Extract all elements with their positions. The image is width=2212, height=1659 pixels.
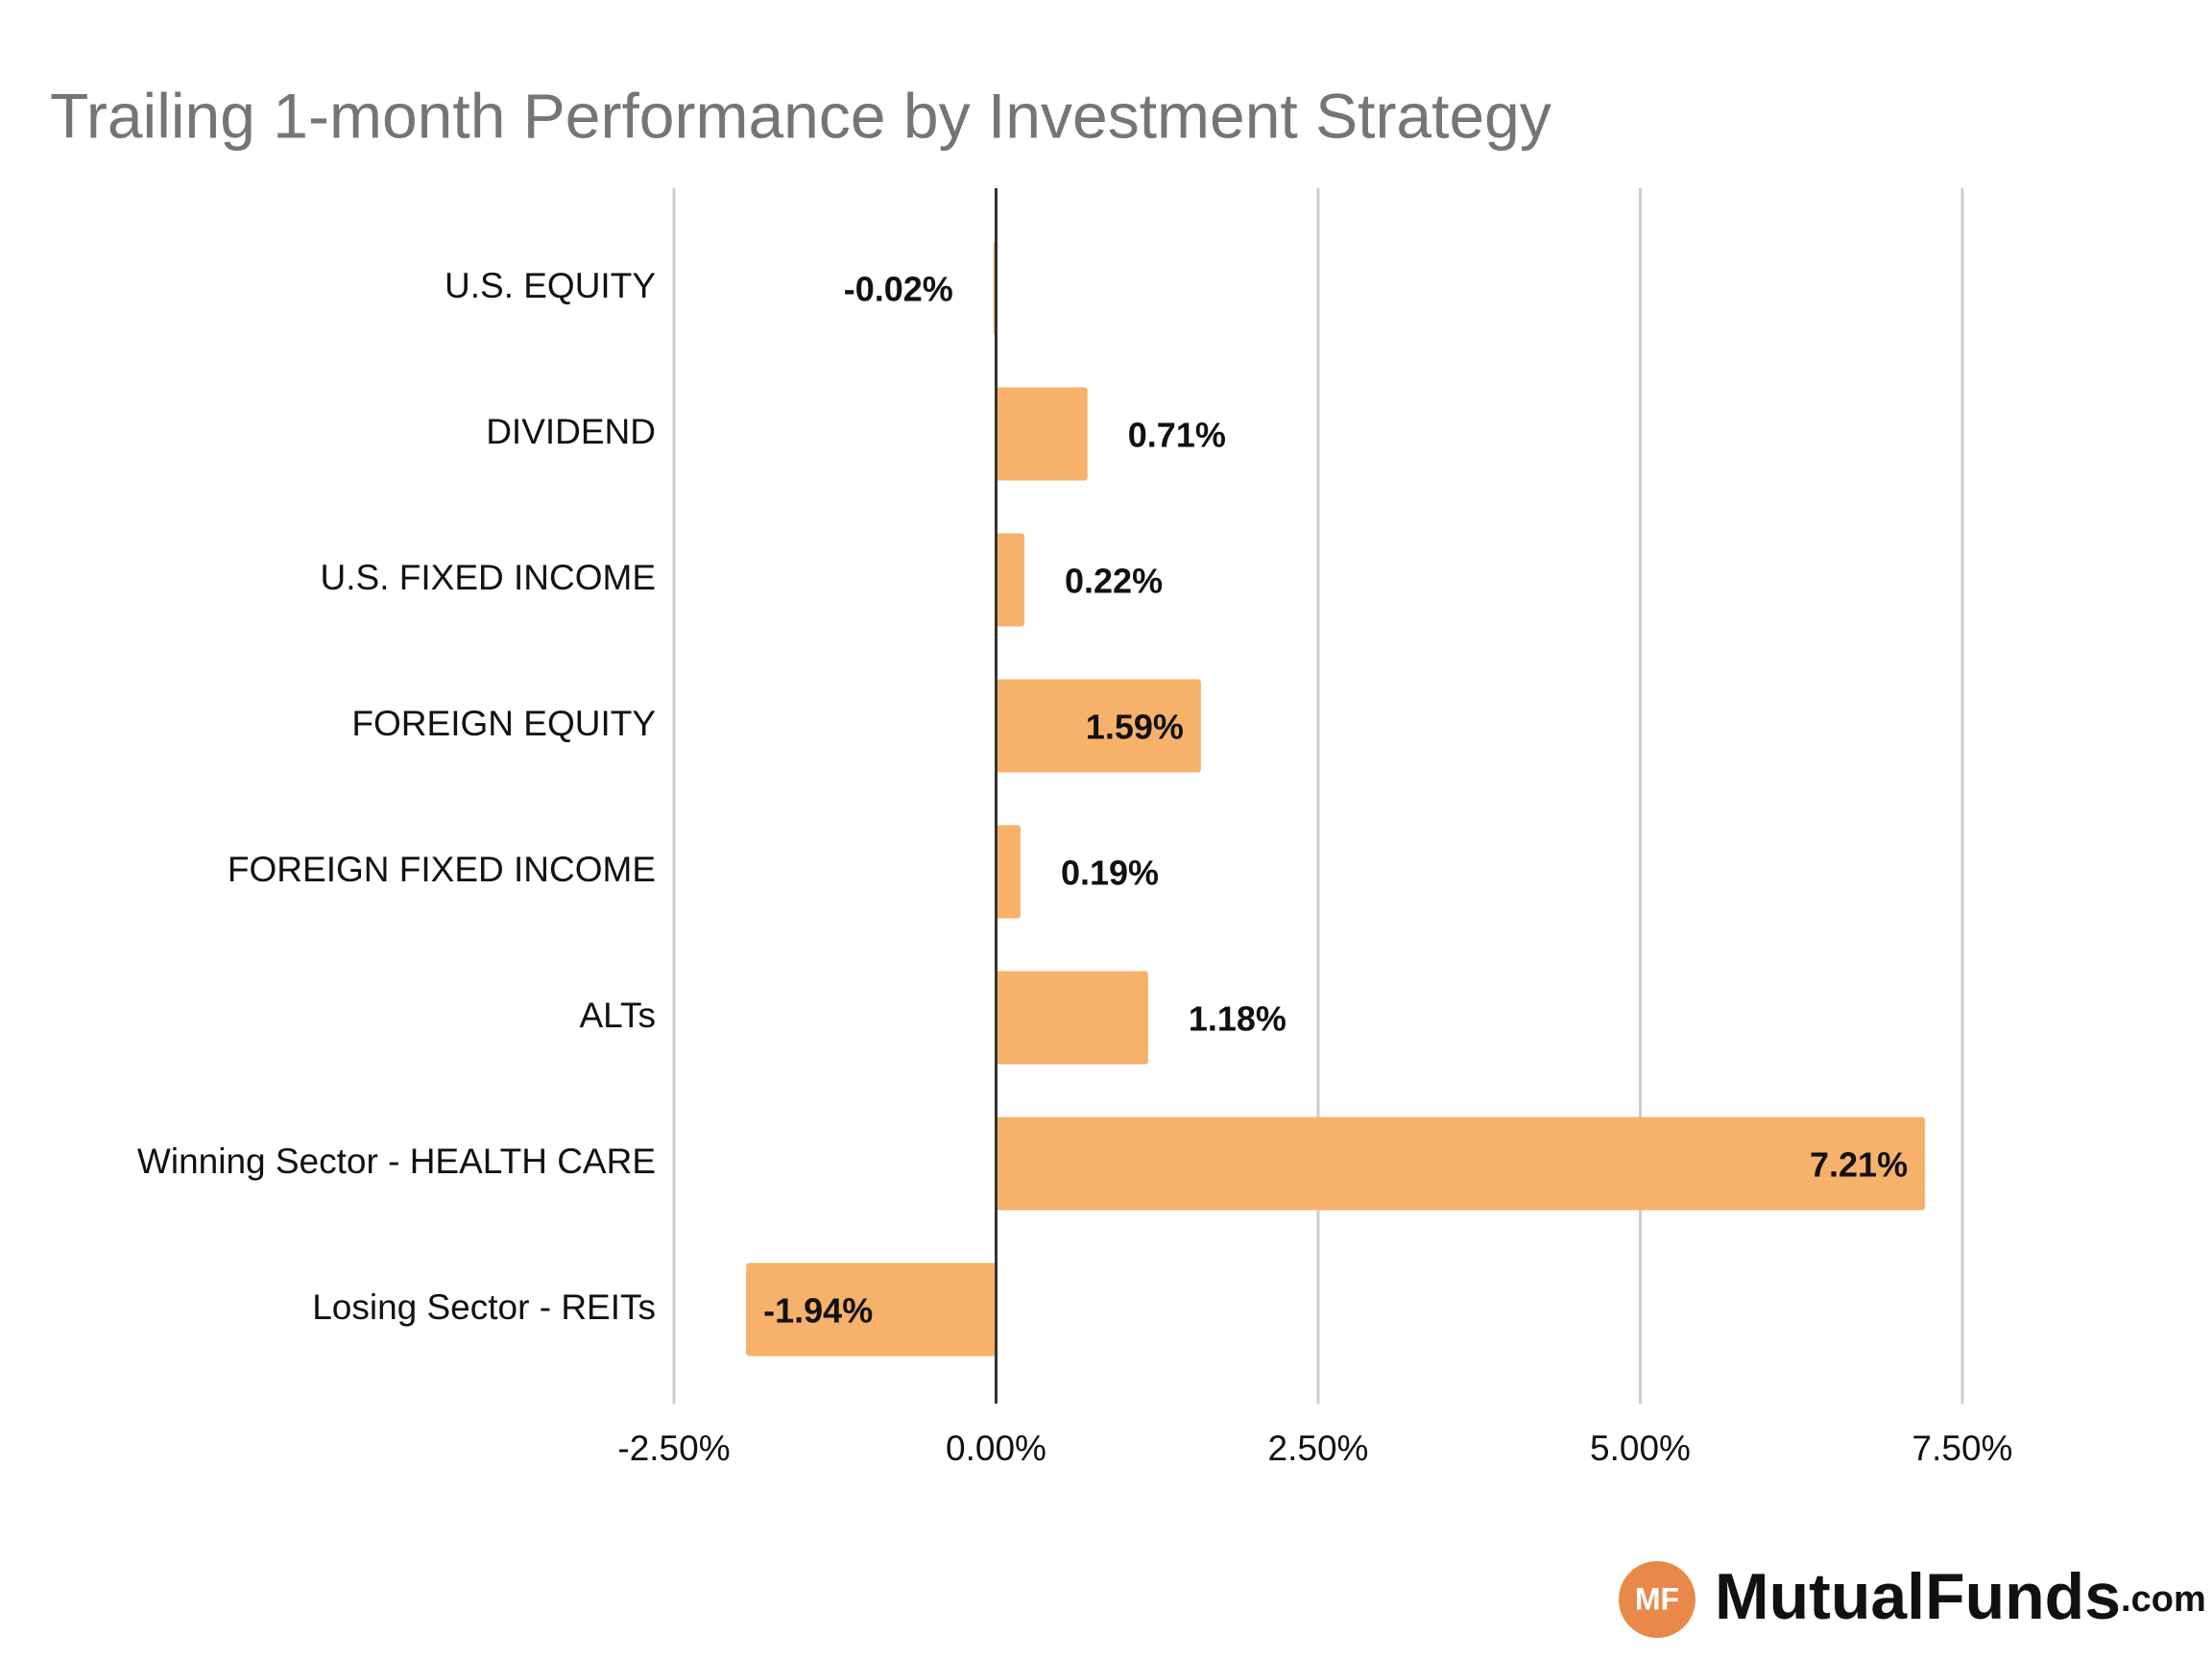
value-label: 7.21% [1810,1145,1908,1185]
x-tick-label: 7.50% [1912,1429,2013,1468]
x-tick-label: 2.50% [1268,1429,1369,1468]
value-label: -1.94% [763,1291,873,1331]
x-tick-label: 5.00% [1590,1429,1691,1468]
value-label: -0.02% [844,270,953,309]
value-label: 0.71% [1128,416,1226,455]
x-tick-label: -2.50% [617,1429,730,1468]
bar [996,971,1148,1065]
value-label: 1.59% [1086,708,1184,747]
y-tick-label: FOREIGN EQUITY [351,704,656,743]
bar [996,825,1021,919]
y-tick-label: Winning Sector - HEALTH CARE [137,1142,656,1181]
y-tick-label: FOREIGN FIXED INCOME [228,850,656,889]
logo-text: MutualFunds.com [1715,1560,2206,1633]
logo-badge-text: MF [1635,1581,1679,1616]
y-tick-label: U.S. FIXED INCOME [321,558,656,597]
y-tick-label: ALTs [579,996,656,1035]
bar [996,1117,1926,1211]
bar [996,387,1088,481]
value-label: 1.18% [1189,999,1286,1039]
bar [746,1262,997,1357]
logo-badge [1619,1561,1695,1638]
bar [996,679,1201,773]
y-tick-label: U.S. EQUITY [445,266,656,305]
y-tick-label: Losing Sector - REITs [312,1287,656,1327]
logo-name: MutualFunds [1715,1560,2121,1633]
x-tick-label: 0.00% [946,1429,1046,1468]
logo-suffix: .com [2121,1579,2206,1620]
logo: MF MutualFunds.com [1619,1560,2206,1638]
value-label: 0.22% [1065,562,1163,601]
chart-title: Trailing 1-month Performance by Investme… [50,80,1551,151]
y-tick-label: DIVIDEND [486,412,656,451]
value-label: 0.19% [1061,854,1159,893]
bar [996,533,1025,627]
